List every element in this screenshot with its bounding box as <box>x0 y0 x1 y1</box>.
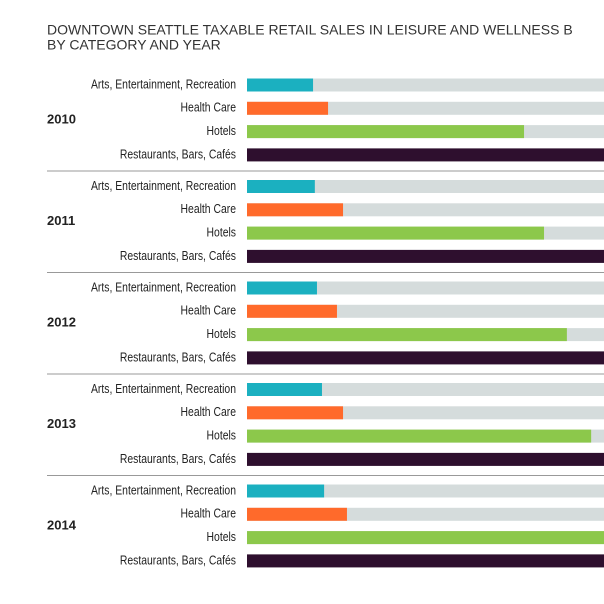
row-label: Restaurants, Bars, Cafés <box>120 147 236 161</box>
row-label: Restaurants, Bars, Cafés <box>120 553 236 567</box>
bar <box>247 281 317 295</box>
bar <box>247 328 567 342</box>
chart-title: DOWNTOWN SEATTLE TAXABLE RETAIL SALES IN… <box>47 22 573 38</box>
bar-track <box>247 101 604 115</box>
bar-track <box>247 281 604 295</box>
bar <box>247 203 344 217</box>
row-label: Arts, Entertainment, Recreation <box>91 77 236 91</box>
bar <box>247 406 344 420</box>
row-label: Hotels <box>207 327 237 341</box>
bar <box>247 101 329 115</box>
row-label: Arts, Entertainment, Recreation <box>91 382 236 396</box>
bar <box>247 304 337 318</box>
year-label: 2014 <box>47 517 77 532</box>
row-label: Health Care <box>181 101 237 115</box>
bar <box>247 180 315 193</box>
bar <box>247 351 604 365</box>
year-label: 2010 <box>47 111 76 126</box>
bar <box>247 429 592 443</box>
row-label: Health Care <box>181 304 237 318</box>
bar-track <box>247 180 604 193</box>
bar-track <box>247 484 604 498</box>
row-label: Health Care <box>181 507 237 521</box>
row-label: Restaurants, Bars, Cafés <box>120 350 236 364</box>
chart-subtitle: BY CATEGORY AND YEAR <box>47 37 221 53</box>
year-label: 2011 <box>47 213 75 228</box>
bar <box>247 507 347 521</box>
bar <box>247 484 325 498</box>
row-label: Arts, Entertainment, Recreation <box>91 280 236 294</box>
row-label: Hotels <box>207 428 237 442</box>
bar <box>247 383 322 396</box>
bar <box>247 554 604 568</box>
row-label: Arts, Entertainment, Recreation <box>91 483 236 497</box>
bar-track <box>247 383 604 396</box>
row-label: Arts, Entertainment, Recreation <box>91 179 236 193</box>
bar <box>247 125 525 139</box>
row-label: Restaurants, Bars, Cafés <box>120 249 236 263</box>
bar-track <box>247 78 604 92</box>
row-label: Health Care <box>181 202 237 216</box>
bar <box>247 78 314 92</box>
bar <box>247 531 604 545</box>
bar <box>247 452 604 466</box>
row-label: Restaurants, Bars, Cafés <box>120 452 236 466</box>
bar <box>247 148 604 162</box>
year-label: 2013 <box>47 416 76 431</box>
row-label: Hotels <box>207 530 237 544</box>
bar <box>247 249 604 263</box>
row-label: Health Care <box>181 405 237 419</box>
bar <box>247 226 545 240</box>
row-label: Hotels <box>207 124 237 138</box>
row-label: Hotels <box>207 225 237 239</box>
year-label: 2012 <box>47 314 76 329</box>
